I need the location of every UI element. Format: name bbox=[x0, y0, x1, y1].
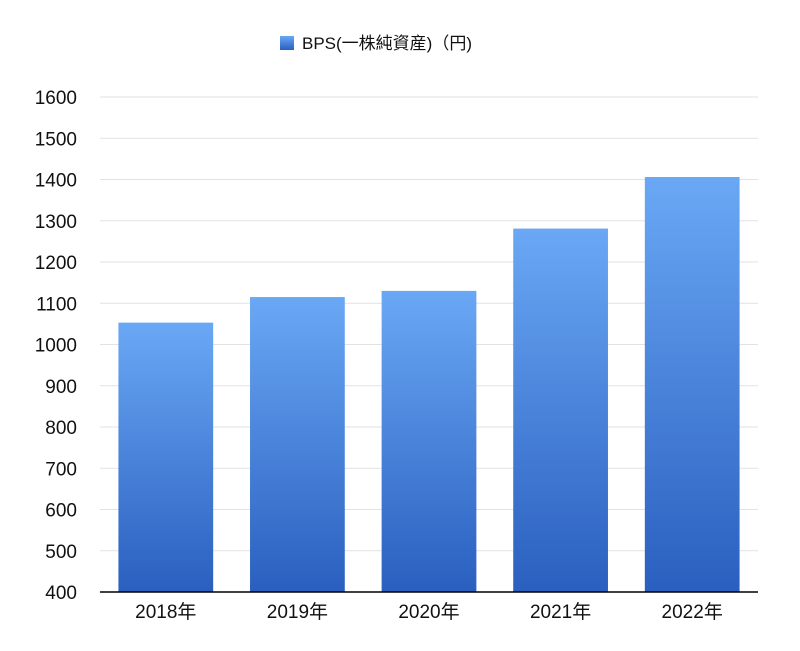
legend-label: BPS(一株純資産)（円) bbox=[302, 34, 472, 53]
x-tick-label: 2020年 bbox=[398, 601, 459, 623]
y-tick-label: 1300 bbox=[35, 212, 77, 233]
y-axis-ticks: 400 500 600 700 800 900 1000 1100 1200 1300 1400 15… bbox=[35, 88, 77, 604]
x-axis-ticks: 2018年 2019年 2020年 2021年 2022年 bbox=[135, 601, 723, 623]
y-tick-label: 1400 bbox=[35, 171, 77, 192]
bar-2021年 bbox=[513, 228, 608, 592]
bar-2022年 bbox=[644, 177, 740, 592]
y-tick-label: 1200 bbox=[35, 253, 77, 274]
legend: BPS(一株純資産)（円) bbox=[280, 34, 472, 53]
y-tick-label: 1100 bbox=[36, 294, 77, 315]
bar-2019年 bbox=[250, 297, 345, 592]
y-tick-label: 1500 bbox=[35, 129, 77, 150]
y-tick-label: 700 bbox=[45, 459, 77, 480]
bar-2020年 bbox=[381, 290, 477, 592]
x-tick-label: 2022年 bbox=[662, 601, 723, 623]
x-tick-label: 2019年 bbox=[267, 601, 328, 623]
bars bbox=[118, 177, 740, 592]
y-tick-label: 1000 bbox=[35, 336, 77, 357]
bar-2018年 bbox=[118, 322, 214, 592]
y-tick-label: 800 bbox=[45, 418, 77, 439]
y-tick-label: 1600 bbox=[35, 88, 77, 109]
x-tick-label: 2018年 bbox=[135, 601, 196, 623]
y-tick-label: 900 bbox=[45, 377, 77, 398]
x-tick-label: 2021年 bbox=[530, 601, 591, 623]
y-tick-label: 400 bbox=[45, 583, 77, 604]
y-tick-label: 600 bbox=[45, 501, 77, 522]
legend-swatch bbox=[280, 36, 294, 50]
y-tick-label: 500 bbox=[45, 542, 77, 563]
